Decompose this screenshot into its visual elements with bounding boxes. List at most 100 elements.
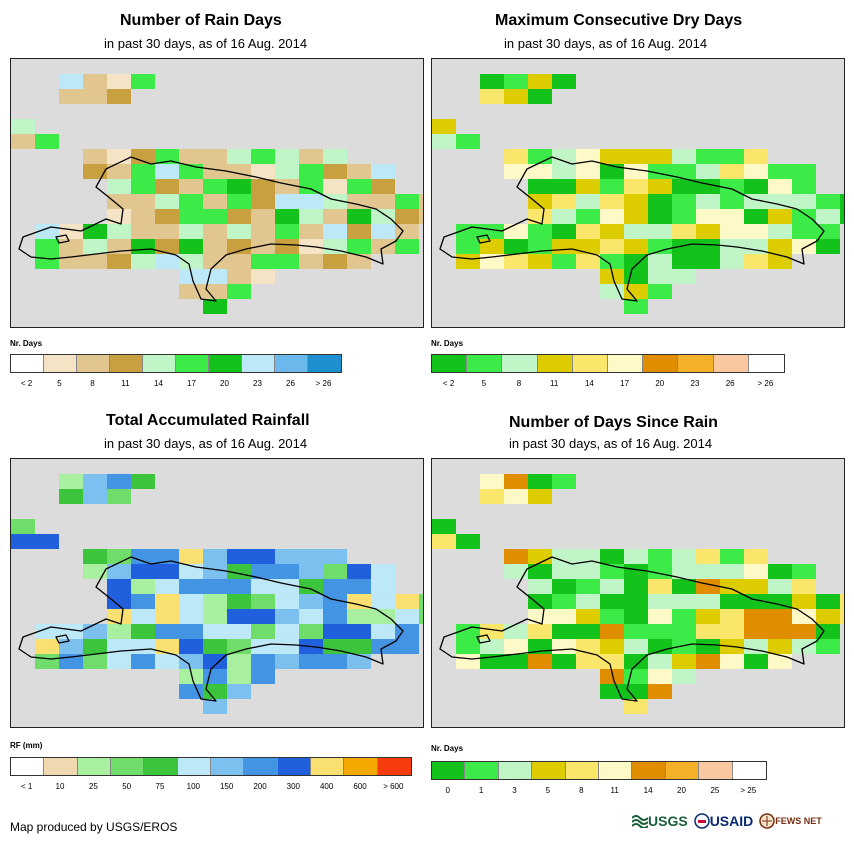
grid-cell — [720, 209, 744, 224]
grid-cell — [816, 194, 840, 209]
grid-cell — [528, 609, 552, 624]
grid-cell — [275, 564, 299, 579]
grid-cell — [395, 639, 419, 654]
grid-cell — [203, 254, 227, 269]
grid-cell — [480, 239, 504, 254]
grid-cell — [155, 149, 179, 164]
grid-cell — [672, 224, 696, 239]
grid-cell — [155, 549, 179, 564]
legend-swatch — [467, 355, 503, 372]
usgs-logo-text: USGS — [648, 813, 688, 829]
grid-cell — [227, 149, 251, 164]
grid-cell — [347, 164, 371, 179]
grid-cell — [552, 179, 576, 194]
grid-cell — [552, 254, 576, 269]
grid-cell — [155, 579, 179, 594]
grid-cell — [720, 254, 744, 269]
grid-cell — [576, 224, 600, 239]
grid-cell — [59, 489, 83, 504]
grid-cell — [371, 594, 395, 609]
legend-swatch — [176, 355, 209, 372]
grid-cell — [323, 239, 347, 254]
grid-cell — [131, 594, 155, 609]
grid-cell — [347, 224, 371, 239]
grid-cell — [648, 269, 672, 284]
grid-cell — [840, 209, 844, 224]
grid-cell — [600, 209, 624, 224]
grid-cell — [600, 654, 624, 669]
grid-cell — [299, 194, 323, 209]
grid-cell — [83, 654, 107, 669]
grid-cell — [504, 549, 528, 564]
grid-cell — [792, 564, 816, 579]
grid-cell — [203, 594, 227, 609]
grid-cell — [624, 224, 648, 239]
grid-cell — [371, 564, 395, 579]
grid-cell — [275, 594, 299, 609]
grid-cell — [155, 239, 179, 254]
grid-cell — [323, 149, 347, 164]
legend-label: > 600 — [383, 782, 404, 791]
grid-cell — [576, 239, 600, 254]
grid-cell — [419, 209, 423, 224]
grid-cell — [816, 239, 840, 254]
grid-cell — [624, 579, 648, 594]
grid-cell — [155, 209, 179, 224]
grid-cell — [600, 609, 624, 624]
grid-cell — [504, 254, 528, 269]
grid-cell — [203, 684, 227, 699]
grid-cell — [203, 609, 227, 624]
grid-cell — [275, 624, 299, 639]
grid-cell — [792, 594, 816, 609]
legend-label: 400 — [319, 782, 334, 791]
legend-labels: < 2 5 8 11 14 17 20 23 26 > 26 — [10, 379, 340, 391]
grid-cell — [672, 239, 696, 254]
grid-cell — [648, 179, 672, 194]
grid-cell — [504, 74, 528, 89]
grid-cell — [720, 564, 744, 579]
grid-cell — [155, 564, 179, 579]
grid-cell — [179, 624, 203, 639]
legend-labels: < 2 5 8 11 14 17 20 23 26 > 26 — [431, 379, 783, 391]
grid-cell — [107, 89, 131, 104]
grid-cell — [251, 239, 275, 254]
grid-cell — [179, 224, 203, 239]
grid-cell — [299, 579, 323, 594]
grid-cell — [480, 624, 504, 639]
grid-cell — [179, 179, 203, 194]
grid-cell — [600, 149, 624, 164]
grid-cell — [768, 564, 792, 579]
grid-cell — [792, 179, 816, 194]
grid-cell — [371, 239, 395, 254]
grid-cell — [371, 164, 395, 179]
grid-cell — [251, 179, 275, 194]
grid-cell — [552, 224, 576, 239]
legend-label: 50 — [122, 782, 132, 791]
grid-cell — [203, 299, 227, 314]
legend-label: 23 — [690, 379, 700, 388]
grid-cell — [504, 224, 528, 239]
legend-swatch — [242, 355, 275, 372]
grid-cell — [528, 474, 552, 489]
legend-swatch — [699, 762, 733, 779]
grid-cell — [720, 579, 744, 594]
usgs-logo: USGS — [632, 813, 688, 829]
grid-cell — [107, 549, 131, 564]
grid-cell — [432, 119, 456, 134]
grid-cell — [371, 579, 395, 594]
legend-label: 0 — [445, 786, 450, 795]
legend-labels: < 1 10 25 50 75 100 150 200 300 400 600 > 600 — [10, 782, 410, 794]
grid-cell — [59, 224, 83, 239]
grid-cell — [552, 624, 576, 639]
grid-cell — [203, 269, 227, 284]
grid-cell — [347, 194, 371, 209]
grid-cell — [107, 594, 131, 609]
grid-cell — [35, 654, 59, 669]
legend-label: 150 — [219, 782, 234, 791]
legend-color-bar — [10, 354, 342, 373]
grid-cell — [275, 209, 299, 224]
legend-label: 23 — [253, 379, 262, 388]
grid-cell — [203, 654, 227, 669]
grid-cell — [624, 209, 648, 224]
grid-cell — [155, 224, 179, 239]
